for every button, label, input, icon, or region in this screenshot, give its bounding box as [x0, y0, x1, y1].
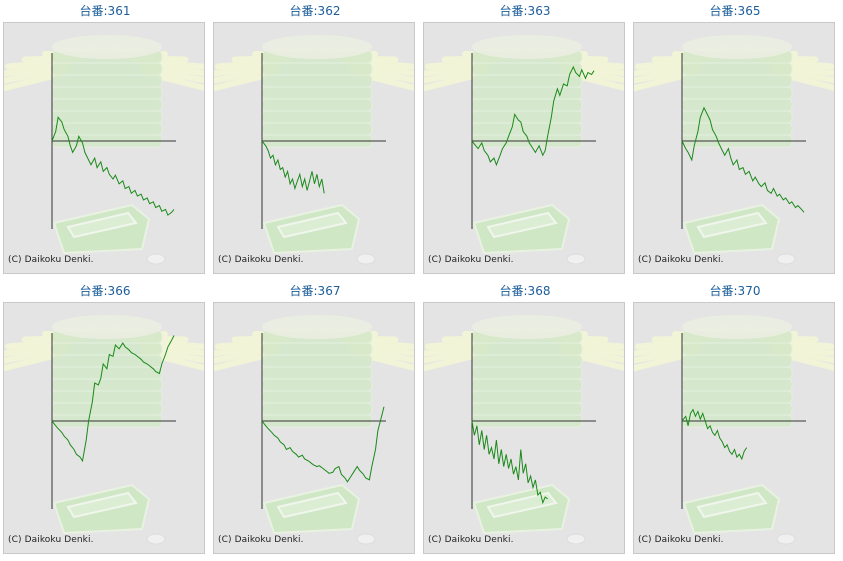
- copyright-text: (C) Daikoku Denki.: [8, 255, 94, 265]
- tray-stack: [261, 315, 373, 428]
- medal-coin: [356, 253, 376, 265]
- chart-title: 台番:368: [499, 284, 551, 298]
- chart-panel: (C) Daikoku Denki.: [423, 22, 625, 274]
- tray-stack: [471, 35, 583, 148]
- chart-panel: (C) Daikoku Denki.: [3, 22, 205, 274]
- chart-svg: [634, 315, 834, 545]
- chart-svg: [4, 315, 204, 545]
- chart-title: 台番:362: [289, 4, 341, 18]
- chart-title: 台番:370: [709, 284, 761, 298]
- chart-svg: [634, 35, 834, 265]
- chart-panel: (C) Daikoku Denki.: [633, 302, 835, 554]
- tray-stack: [261, 35, 373, 148]
- medal-coin: [356, 533, 376, 545]
- chart-cell: 台番:370 (C) Daikoku Denki.: [630, 280, 840, 560]
- series-line: [261, 140, 325, 194]
- background-artwork: [214, 315, 414, 545]
- bottom-tray: [472, 483, 571, 535]
- bottom-tray: [472, 203, 571, 255]
- tray-stack: [471, 315, 583, 428]
- medal-coin: [566, 253, 586, 265]
- chart-panel: (C) Daikoku Denki.: [633, 22, 835, 274]
- chart-cell: 台番:365 (C) Daikoku Denki.: [630, 0, 840, 280]
- chart-panel: (C) Daikoku Denki.: [3, 302, 205, 554]
- chart-svg: [424, 315, 624, 545]
- series-line: [471, 65, 595, 167]
- medal-coin: [146, 253, 166, 265]
- chart-cell: 台番:362 (C) Daikoku Denki.: [210, 0, 420, 280]
- copyright-text: (C) Daikoku Denki.: [218, 255, 304, 265]
- copyright-text: (C) Daikoku Denki.: [638, 535, 724, 545]
- background-artwork: [424, 315, 624, 545]
- medal-coin: [776, 533, 796, 545]
- chart-svg: [214, 315, 414, 545]
- series-line: [51, 116, 175, 216]
- tray-stack: [51, 315, 163, 428]
- chart-title: 台番:366: [79, 284, 131, 298]
- background-artwork: [4, 35, 204, 265]
- copyright-text: (C) Daikoku Denki.: [218, 535, 304, 545]
- series-line: [681, 408, 748, 461]
- chart-cell: 台番:368 (C) Daikoku Denki.: [420, 280, 630, 560]
- series-line: [51, 335, 175, 463]
- background-artwork: [424, 35, 624, 265]
- background-artwork: [634, 315, 834, 545]
- chart-title: 台番:367: [289, 284, 341, 298]
- chart-title: 台番:361: [79, 4, 131, 18]
- series-line: [471, 420, 548, 505]
- bottom-tray: [52, 203, 151, 255]
- bottom-tray: [262, 483, 361, 535]
- series-line: [681, 106, 805, 213]
- chart-svg: [424, 35, 624, 265]
- copyright-text: (C) Daikoku Denki.: [8, 535, 94, 545]
- chart-svg: [214, 35, 414, 265]
- copyright-text: (C) Daikoku Denki.: [428, 535, 514, 545]
- chart-cell: 台番:366 (C) Daikoku Denki.: [0, 280, 210, 560]
- copyright-text: (C) Daikoku Denki.: [428, 255, 514, 265]
- tray-stack: [681, 315, 793, 428]
- medal-coin: [776, 253, 796, 265]
- bottom-tray: [682, 203, 781, 255]
- chart-svg: [4, 35, 204, 265]
- background-artwork: [634, 35, 834, 265]
- bottom-tray: [682, 483, 781, 535]
- tray-stack: [681, 35, 793, 148]
- bottom-tray: [52, 483, 151, 535]
- chart-panel: (C) Daikoku Denki.: [213, 22, 415, 274]
- chart-panel: (C) Daikoku Denki.: [213, 302, 415, 554]
- background-artwork: [214, 35, 414, 265]
- series-line: [261, 406, 385, 483]
- medal-coin: [146, 533, 166, 545]
- copyright-text: (C) Daikoku Denki.: [638, 255, 724, 265]
- background-artwork: [4, 315, 204, 545]
- chart-cell: 台番:363 (C) Daikoku Denki.: [420, 0, 630, 280]
- chart-panel: (C) Daikoku Denki.: [423, 302, 625, 554]
- bottom-tray: [262, 203, 361, 255]
- chart-cell: 台番:361 (C) Daikoku Denki.: [0, 0, 210, 280]
- chart-title: 台番:363: [499, 4, 551, 18]
- tray-stack: [51, 35, 163, 148]
- chart-cell: 台番:367 (C) Daikoku Denki.: [210, 280, 420, 560]
- chart-title: 台番:365: [709, 4, 761, 18]
- medal-coin: [566, 533, 586, 545]
